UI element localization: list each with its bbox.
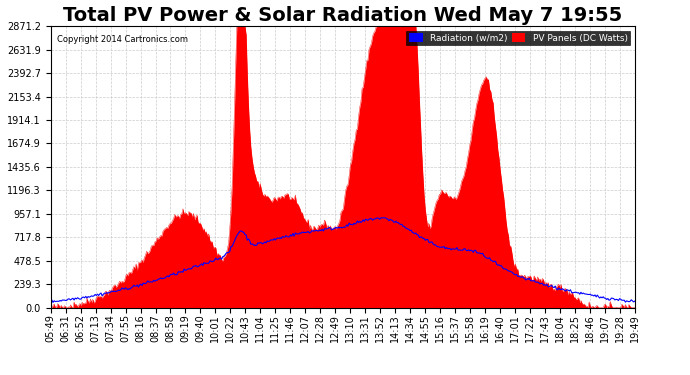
Title: Total PV Power & Solar Radiation Wed May 7 19:55: Total PV Power & Solar Radiation Wed May… — [63, 6, 622, 25]
Legend: Radiation (w/m2), PV Panels (DC Watts): Radiation (w/m2), PV Panels (DC Watts) — [406, 31, 630, 45]
Text: Copyright 2014 Cartronics.com: Copyright 2014 Cartronics.com — [57, 35, 188, 44]
